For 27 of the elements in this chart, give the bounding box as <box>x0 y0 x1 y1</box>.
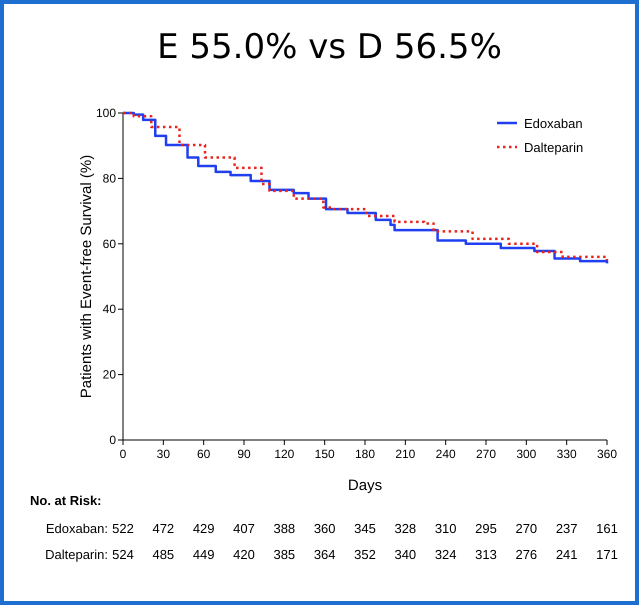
x-tick-label: 120 <box>274 447 295 461</box>
x-tick-label: 270 <box>476 447 496 461</box>
x-tick-label: 210 <box>395 447 416 461</box>
legend-label: Edoxaban <box>524 116 583 131</box>
x-tick-label: 300 <box>516 447 537 461</box>
chart-title: E 55.0% vs D 56.5% <box>157 27 502 67</box>
x-tick-label: 60 <box>196 447 211 461</box>
x-tick-label: 0 <box>120 447 127 461</box>
y-tick-label: 20 <box>102 368 116 382</box>
y-tick-label: 40 <box>102 302 116 316</box>
x-tick-label: 330 <box>556 447 577 461</box>
x-tick-label: 180 <box>354 447 376 461</box>
legend-label: Dalteparin <box>524 140 584 155</box>
y-tick-label: 0 <box>109 433 116 447</box>
text: Edoxaban: 522 472 429 407 388 360 345 328 310 295 270 237 161 <box>46 521 618 536</box>
y-axis-title: Patients with Event-free Survival (%) <box>78 154 95 398</box>
x-tick-label: 240 <box>436 447 456 461</box>
x-tick-label: 150 <box>314 447 335 461</box>
x-tick-label: 360 <box>596 447 618 461</box>
x-tick-label: 90 <box>237 447 251 461</box>
x-axis-title: Days <box>348 477 382 494</box>
y-tick-label: 100 <box>96 106 116 120</box>
x-tick-label: 30 <box>156 447 170 461</box>
y-tick-label: 80 <box>102 171 116 186</box>
text: No. at Risk: <box>30 493 102 508</box>
y-tick-label: 60 <box>102 236 116 251</box>
text: Dalteparin: 524 485 449 420 385 364 352 340 324 313 276 241 171 <box>45 547 618 562</box>
